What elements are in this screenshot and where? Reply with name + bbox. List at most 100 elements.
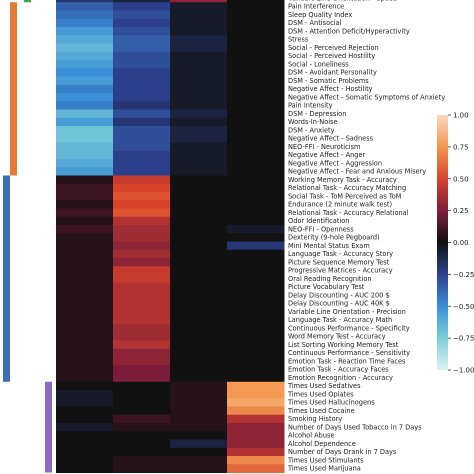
- heatmap-cell: [56, 233, 114, 242]
- heatmap-cell: [113, 126, 171, 135]
- heatmap-cell: [170, 101, 228, 110]
- row-label: NEO-FFI - Openness: [288, 225, 354, 233]
- row-label: Number of Days Drank in 7 Days: [288, 448, 397, 456]
- heatmap-cell: [170, 109, 228, 119]
- heatmap-cell: [227, 447, 285, 457]
- heatmap-cell: [170, 406, 228, 416]
- row-label: Continuous Performance - Specificity: [288, 324, 410, 332]
- heatmap-cell: [56, 282, 114, 292]
- heatmap-cell: [56, 93, 114, 102]
- heatmap-cell: [56, 456, 114, 465]
- row-label: Times Used Cocaine: [287, 407, 355, 415]
- heatmap-cell: [170, 76, 228, 86]
- row-label: Odor Identification: [288, 217, 349, 225]
- row-label: Times Used Marijuana: [287, 465, 361, 473]
- heatmap-cell: [227, 68, 285, 77]
- heatmap-cell: [227, 464, 285, 473]
- heatmap-cell: [56, 315, 114, 325]
- heatmap-cell: [227, 27, 285, 36]
- row-label: Times Used Hallucinogens: [287, 399, 375, 407]
- heatmap-cell: [113, 109, 171, 119]
- colorbar-ticks: 1.00 0.75 0.50 0.25 0.00 −0.25 −0.50 −0.75 −1.00: [448, 112, 474, 375]
- row-label: Times Used Sedatives: [287, 382, 361, 390]
- heatmap-cell: [227, 60, 285, 69]
- row-label: Social - Perceived Hostility: [288, 52, 375, 60]
- heatmap-cell: [170, 200, 228, 209]
- heatmap-cell: [227, 84, 285, 94]
- heatmap-cell: [56, 2, 114, 11]
- heatmap-cell: [56, 35, 114, 44]
- heatmap-cell: [170, 43, 228, 53]
- heatmap-cell: [227, 390, 285, 399]
- row-label: Emotion Task - Reaction Time Faces: [288, 357, 406, 365]
- heatmap-cell: [170, 373, 228, 383]
- heatmap-cell: [113, 101, 171, 110]
- heatmap-cell: [56, 60, 114, 69]
- heatmap-cell: [227, 233, 285, 242]
- heatmap-cell: [227, 291, 285, 300]
- heatmap-cell: [56, 76, 114, 86]
- heatmap-cell: [170, 414, 228, 424]
- colorbar-tick-label: 1.00: [453, 112, 469, 120]
- heatmap-cell: [113, 134, 171, 143]
- heatmap-cell: [56, 216, 114, 226]
- heatmap-cell: [227, 117, 285, 127]
- heatmap-cell: [170, 332, 228, 341]
- heatmap-cell: [56, 249, 114, 259]
- row-label: Negative Affect - Anger: [288, 151, 366, 159]
- heatmap-cell: [227, 439, 285, 449]
- row-label: DSM - Antisocial: [288, 19, 342, 27]
- heatmap-cell: [170, 60, 228, 69]
- heatmap-cell: [227, 43, 285, 53]
- heatmap-cell: [170, 447, 228, 457]
- heatmap-cell: [113, 159, 171, 168]
- heatmap-cell: [227, 109, 285, 119]
- row-label: Picture Sequence Memory Test: [288, 258, 390, 266]
- heatmap-cell: [170, 2, 228, 11]
- heatmap-cell: [227, 18, 285, 28]
- heatmap-cell: [113, 291, 171, 300]
- row-label: Delay Discounting - AUC 40K $: [288, 300, 390, 308]
- row-label: Social Task - ToM Perceived as ToM: [288, 192, 402, 200]
- row-label: Sleep Quality Index: [288, 11, 352, 19]
- heatmap-cell: [113, 340, 171, 350]
- heatmap-cell: [56, 299, 114, 308]
- heatmap-cell: [113, 348, 171, 358]
- heatmap-cell: [227, 76, 285, 86]
- heatmap-cell: [113, 357, 171, 366]
- heatmap-cell: [227, 150, 285, 160]
- heatmap-cell: [113, 365, 171, 374]
- heatmap-cell: [227, 258, 285, 267]
- row-label: Negative Affect - Hostility: [288, 85, 373, 93]
- heatmap-cell: [56, 192, 114, 201]
- heatmap-cell: [227, 299, 285, 308]
- colorbar-tick-label: 0.25: [453, 207, 469, 215]
- heatmap-cell: [227, 423, 285, 432]
- row-group-bars: [3, 0, 52, 473]
- heatmap-cell: [56, 258, 114, 267]
- heatmap-cell: [56, 266, 114, 275]
- heatmap-cell: [170, 175, 228, 185]
- row-label: Mini Mental Status Exam: [288, 242, 370, 250]
- colorbar-tick-label: −0.75: [453, 335, 474, 343]
- heatmap-cell: [56, 159, 114, 168]
- heatmap-cell: [170, 51, 228, 61]
- heatmap-cell: [170, 398, 228, 407]
- heatmap-cell: [113, 43, 171, 53]
- heatmap-cell: [170, 208, 228, 218]
- heatmap-cell: [113, 423, 171, 432]
- heatmap-cell: [113, 299, 171, 308]
- heatmap-cell: [170, 365, 228, 374]
- heatmap-cell: [56, 183, 114, 193]
- heatmap-cell: [56, 200, 114, 209]
- row-label: Oral Reading Recognition: [288, 275, 372, 283]
- heatmap-cell: [170, 249, 228, 259]
- row-label: Times Used Stimulants: [287, 456, 364, 464]
- heatmap-cell: [56, 18, 114, 28]
- heatmap-cell: [170, 307, 228, 317]
- heatmap-cell: [170, 357, 228, 366]
- row-label: Variable Line Orientation - Speed: [288, 0, 397, 2]
- heatmap-cell: [113, 150, 171, 160]
- heatmap-cell: [56, 340, 114, 350]
